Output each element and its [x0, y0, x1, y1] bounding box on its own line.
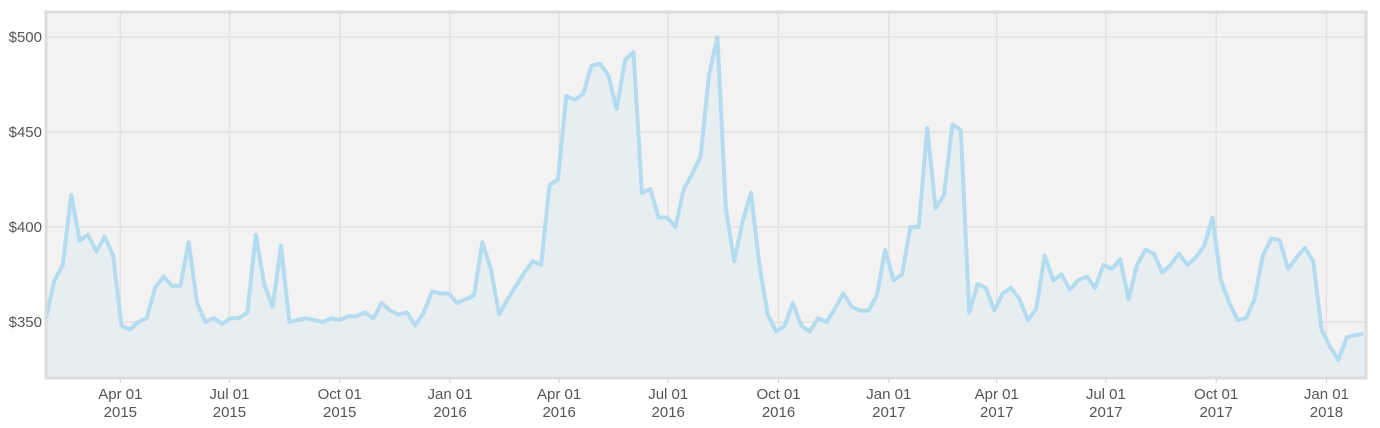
x-tick-label: Jan 01 2017 [866, 386, 911, 421]
price-area [46, 37, 1364, 378]
y-tick-label: $500 [9, 29, 42, 46]
x-tick-label: Jul 01 2015 [209, 386, 249, 421]
x-tick-label: Jan 01 2016 [428, 386, 473, 421]
x-tick-label: Oct 01 2017 [1194, 386, 1238, 421]
x-tick-label: Jul 01 2017 [1086, 386, 1126, 421]
x-tick-label: Oct 01 2015 [318, 386, 362, 421]
y-tick-label: $400 [9, 219, 42, 236]
y-tick-label: $350 [9, 314, 42, 331]
plot-border [44, 10, 1368, 380]
x-tick-label: Apr 01 2015 [98, 386, 142, 421]
labels: $350 $400 $450 $500 Apr 01 2015 Jul 01 2015 Oct … [9, 29, 1349, 421]
x-tick-label: Oct 01 2016 [756, 386, 800, 421]
x-tick-label: Jan 01 2018 [1304, 386, 1349, 421]
x-tick-label: Jul 01 2016 [648, 386, 688, 421]
marks [44, 35, 1365, 378]
x-tick-label: Apr 01 2016 [537, 386, 581, 421]
price-line [44, 35, 1365, 362]
x-tick-label: Apr 01 2017 [975, 386, 1019, 421]
y-tick-label: $450 [9, 124, 42, 141]
